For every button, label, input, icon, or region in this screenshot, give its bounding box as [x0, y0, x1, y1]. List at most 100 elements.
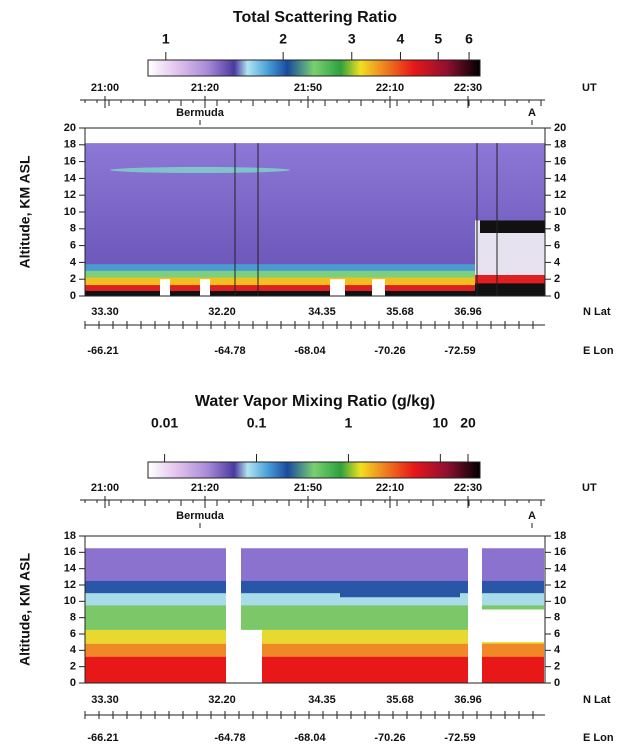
time-tick-label: 21:20	[191, 82, 219, 94]
y-tick-label: 12	[64, 189, 76, 201]
time-tick-label: 22:30	[454, 482, 482, 494]
lat-tick-label: 34.35	[308, 694, 336, 706]
colorbar-tick-label: 3	[348, 31, 356, 47]
time-tick-label: 21:50	[294, 82, 322, 94]
curtain-band	[85, 290, 545, 296]
y2-tick-label: 16	[554, 546, 566, 558]
time-unit: UT	[582, 82, 597, 94]
lon-tick-label: -64.78	[214, 732, 245, 744]
y2-tick-label: 2	[554, 661, 560, 673]
y-axis-label: Altitude, KM ASL	[17, 155, 33, 268]
time-tick-label: 21:00	[91, 482, 119, 494]
y-tick-label: 12	[64, 579, 76, 591]
colorbar-tick-label: 2	[279, 31, 287, 47]
time-tick-label: 22:30	[454, 82, 482, 94]
curtain-band	[160, 279, 170, 296]
y2-tick-label: 14	[554, 172, 567, 184]
y2-tick-label: 4	[554, 256, 561, 268]
lat-tick-label: 33.30	[91, 694, 119, 706]
lon-tick-label: -72.59	[444, 732, 475, 744]
curtain-band	[475, 275, 545, 284]
colorbar	[147, 59, 481, 77]
colorbar-tick-label: 20	[460, 415, 476, 431]
y-tick-label: 16	[64, 156, 76, 168]
y2-tick-label: 10	[554, 595, 566, 607]
curtain-band	[200, 279, 210, 296]
curtain-band	[85, 629, 545, 647]
colorbar-tick-label: 0.01	[151, 415, 178, 431]
y2-tick-label: 16	[554, 156, 566, 168]
lon-tick-label: -70.26	[374, 345, 405, 357]
chart-title: Water Vapor Mixing Ratio (g/kg)	[195, 393, 435, 410]
lon-tick-label: -72.59	[444, 345, 475, 357]
chart-title: Total Scattering Ratio	[233, 9, 397, 26]
time-unit: UT	[582, 482, 597, 494]
y-tick-label: 18	[64, 139, 76, 151]
lat-tick-label: 35.68	[386, 694, 414, 706]
y2-tick-label: 0	[554, 677, 560, 689]
time-tick-label: 22:10	[376, 482, 404, 494]
lon-tick-label: -64.78	[214, 345, 245, 357]
location-marker: Bermuda	[176, 107, 225, 119]
lon-tick-label: -70.26	[374, 732, 405, 744]
colorbar-tick-label: 10	[433, 415, 449, 431]
colorbar	[147, 461, 481, 479]
colorbar-tick-label: 6	[465, 31, 473, 47]
plot-frame	[84, 535, 546, 684]
time-tick-label: 22:10	[376, 82, 404, 94]
lat-tick-label: 32.20	[208, 694, 236, 706]
lat-label: N Lat	[583, 306, 611, 318]
curtain-band	[226, 544, 241, 683]
curtain-band	[85, 270, 545, 278]
lat-label: N Lat	[583, 694, 611, 706]
curtain-band	[482, 609, 545, 643]
lon-tick-label: -68.04	[294, 345, 326, 357]
time-tick-label: 21:20	[191, 482, 219, 494]
y-tick-label: 18	[64, 530, 76, 542]
curtain-band	[468, 544, 482, 683]
curtain-band	[85, 277, 545, 288]
lat-tick-label: 32.20	[208, 306, 236, 318]
lat-tick-label: 36.96	[454, 306, 482, 318]
curtain-band	[372, 279, 385, 296]
lat-tick-label: 33.30	[91, 306, 119, 318]
colorbar-tick-label: 1	[345, 415, 353, 431]
curtain-band	[85, 285, 545, 293]
y-tick-label: 10	[64, 206, 76, 218]
y-tick-label: 10	[64, 595, 76, 607]
y2-tick-label: 2	[554, 273, 560, 285]
curtain-band	[330, 279, 345, 296]
y2-tick-label: 18	[554, 139, 566, 151]
location-marker: A	[528, 107, 536, 119]
time-tick-label: 21:00	[91, 82, 119, 94]
time-tick-label: 21:50	[294, 482, 322, 494]
cirrus-layer	[110, 167, 290, 173]
lon-tick-label: -68.04	[294, 732, 326, 744]
y-tick-label: 8	[70, 223, 76, 235]
y2-tick-label: 6	[554, 628, 560, 640]
y-tick-label: 0	[70, 290, 76, 302]
lon-tick-label: -66.21	[87, 345, 118, 357]
y2-tick-label: 18	[554, 530, 566, 542]
y-tick-label: 14	[64, 172, 77, 184]
y-tick-label: 16	[64, 546, 76, 558]
y2-tick-label: 12	[554, 189, 566, 201]
y2-tick-label: 14	[554, 563, 567, 575]
colorbar-tick-label: 4	[397, 31, 405, 47]
lon-label: E Lon	[583, 732, 614, 744]
lon-tick-label: -66.21	[87, 732, 118, 744]
location-marker: Bermuda	[176, 510, 225, 522]
colorbar-tick-label: 1	[162, 31, 170, 47]
y-tick-label: 2	[70, 273, 76, 285]
y-tick-label: 6	[70, 628, 76, 640]
y2-tick-label: 6	[554, 240, 560, 252]
y-axis-label: Altitude, KM ASL	[17, 553, 33, 666]
curtain-band	[340, 589, 460, 598]
y-tick-label: 2	[70, 661, 76, 673]
lat-tick-label: 36.96	[454, 694, 482, 706]
colorbar-tick-label: 5	[434, 31, 442, 47]
y2-tick-label: 0	[554, 290, 560, 302]
y-tick-label: 0	[70, 677, 76, 689]
y2-tick-label: 4	[554, 644, 561, 656]
